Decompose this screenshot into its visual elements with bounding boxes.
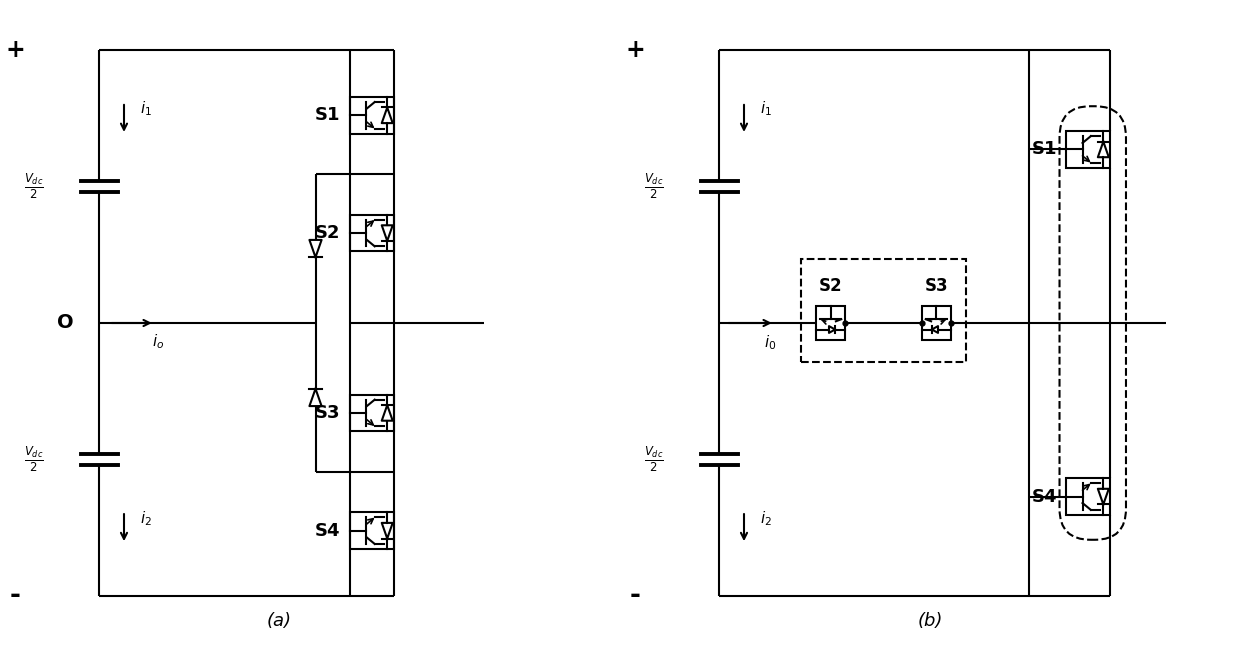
Bar (801, 260, 966, 362)
Text: $i_0$: $i_0$ (764, 333, 776, 352)
Text: $i_o$: $i_o$ (151, 332, 164, 351)
Bar (350, 214, 394, 251)
Text: $i_1$: $i_1$ (139, 99, 151, 118)
Text: S3: S3 (924, 276, 949, 295)
Bar (921, 306, 951, 340)
Text: S1: S1 (1032, 140, 1056, 158)
Text: -: - (630, 583, 641, 609)
Bar (1065, 478, 1111, 515)
Text: $i_2$: $i_2$ (759, 509, 771, 528)
Bar (350, 97, 394, 134)
Text: +: + (626, 38, 645, 62)
Text: $\frac{V_{dc}}{2}$: $\frac{V_{dc}}{2}$ (644, 444, 665, 474)
Text: S1: S1 (315, 107, 341, 124)
Text: S4: S4 (315, 522, 341, 539)
Text: +: + (6, 38, 25, 62)
Text: $\frac{V_{dc}}{2}$: $\frac{V_{dc}}{2}$ (644, 172, 665, 202)
Bar (350, 512, 394, 549)
Text: S4: S4 (1032, 488, 1056, 506)
Text: S2: S2 (315, 224, 341, 242)
Bar (1065, 131, 1111, 168)
Bar (350, 395, 394, 432)
Text: (a): (a) (267, 612, 291, 630)
Text: $\frac{V_{dc}}{2}$: $\frac{V_{dc}}{2}$ (24, 172, 45, 202)
Text: -: - (10, 583, 21, 609)
Text: $\frac{V_{dc}}{2}$: $\frac{V_{dc}}{2}$ (24, 444, 45, 474)
Text: $i_1$: $i_1$ (759, 99, 771, 118)
Text: S3: S3 (315, 404, 341, 422)
Text: $i_2$: $i_2$ (139, 509, 151, 528)
Text: O: O (57, 313, 73, 333)
Text: S2: S2 (818, 276, 843, 295)
Text: (b): (b) (918, 612, 942, 630)
Bar (816, 306, 846, 340)
